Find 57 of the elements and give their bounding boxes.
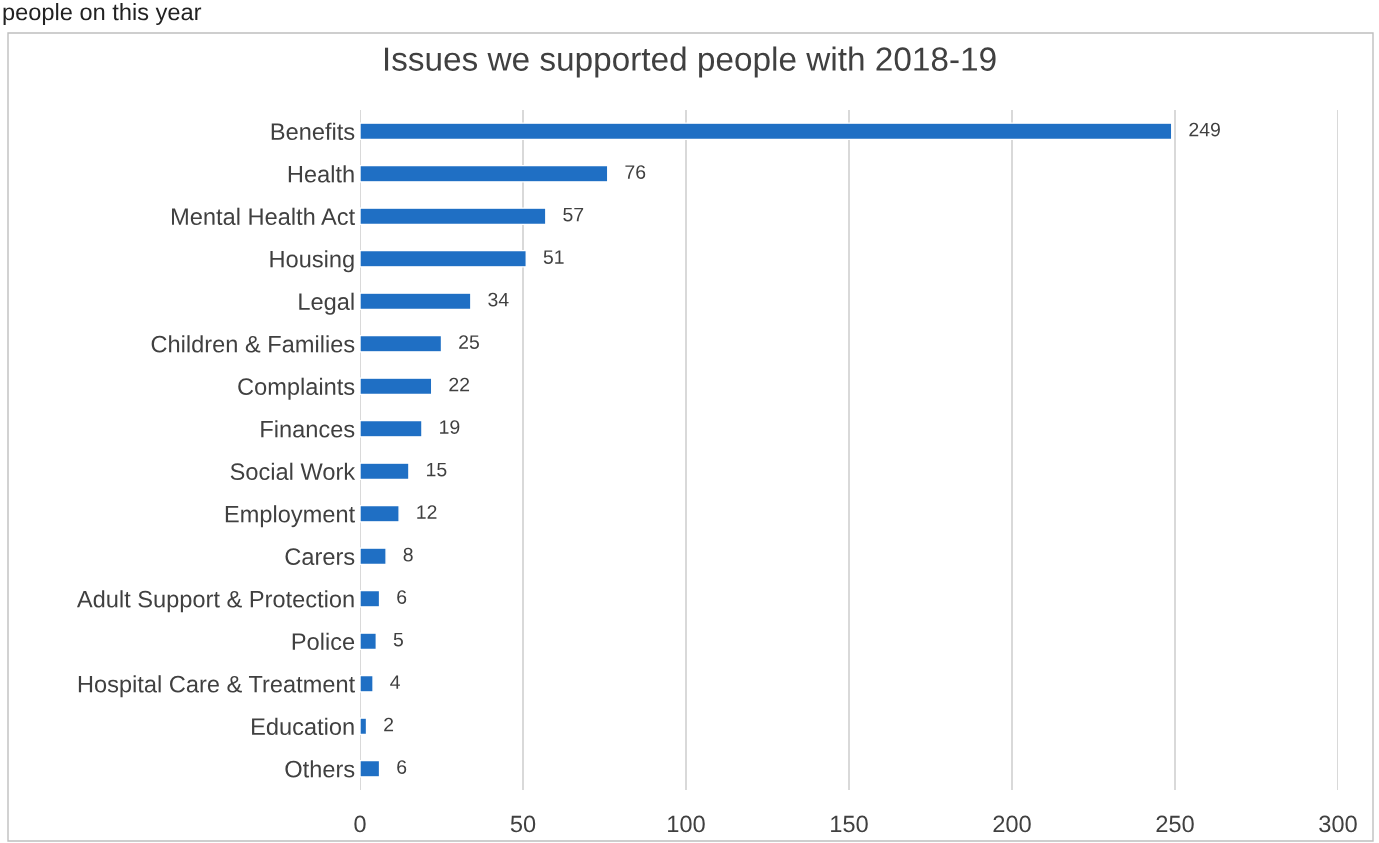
data-label: 51 (543, 250, 564, 264)
y-tick-label: Children & Families (151, 335, 355, 353)
data-label: 6 (397, 760, 407, 774)
bar (360, 632, 377, 651)
y-tick-label: Carers (285, 548, 355, 566)
bar (360, 504, 400, 523)
data-label: 76 (625, 165, 646, 179)
bar (360, 589, 381, 608)
y-tick-label: Adult Support & Protection (76, 590, 354, 613)
data-label: 25 (459, 335, 479, 349)
bar (360, 419, 423, 438)
y-tick-label: Social Work (230, 462, 356, 481)
bar (360, 674, 374, 693)
data-label: 12 (417, 505, 437, 519)
data-label: 19 (440, 420, 460, 434)
data-label: 249 (1189, 122, 1220, 137)
x-tick-label: 100 (668, 815, 705, 833)
y-tick-label: Housing (270, 250, 354, 273)
data-label: 34 (488, 292, 509, 307)
data-label: 22 (449, 377, 470, 392)
y-tick-label: Legal (299, 292, 354, 315)
y-tick-label: Police (292, 632, 355, 651)
bar (360, 547, 387, 566)
y-tick-label: Health (288, 165, 354, 183)
x-tick-label: 200 (993, 815, 1031, 833)
bar (360, 377, 433, 396)
y-tick-label: Complaints (238, 377, 355, 400)
data-label: 6 (397, 590, 407, 604)
bar (360, 207, 547, 226)
y-tick-label: Mental Health Act (172, 207, 355, 226)
x-tick-label: 250 (1156, 815, 1194, 833)
y-tick-label: Employment (225, 505, 355, 528)
data-label: 2 (384, 717, 394, 732)
data-label: 57 (563, 207, 584, 222)
bar (360, 334, 443, 353)
x-tick-label: 50 (510, 815, 536, 833)
bar (360, 249, 527, 268)
x-tick-label: 150 (831, 815, 868, 833)
data-label: 8 (403, 547, 413, 562)
x-tick-label: 300 (1319, 815, 1357, 833)
data-label: 15 (427, 462, 447, 477)
chart-title: Issues we supported people with 2018-19 (384, 46, 996, 78)
data-label: 5 (393, 632, 403, 647)
bar (360, 462, 410, 481)
y-tick-label: Finances (261, 420, 355, 438)
y-tick-label: Others (285, 760, 355, 778)
y-tick-label: Hospital Care & Treatment (78, 675, 355, 698)
bar (360, 122, 1173, 141)
bar (360, 292, 472, 311)
y-tick-label: Education (252, 717, 354, 736)
bar (360, 164, 609, 183)
data-label: 4 (390, 675, 400, 689)
x-tick-label: 0 (354, 815, 366, 833)
y-tick-label: Benefits (271, 122, 355, 141)
text: people on this year (3, 3, 202, 26)
bar (360, 717, 368, 736)
bar (360, 759, 381, 778)
